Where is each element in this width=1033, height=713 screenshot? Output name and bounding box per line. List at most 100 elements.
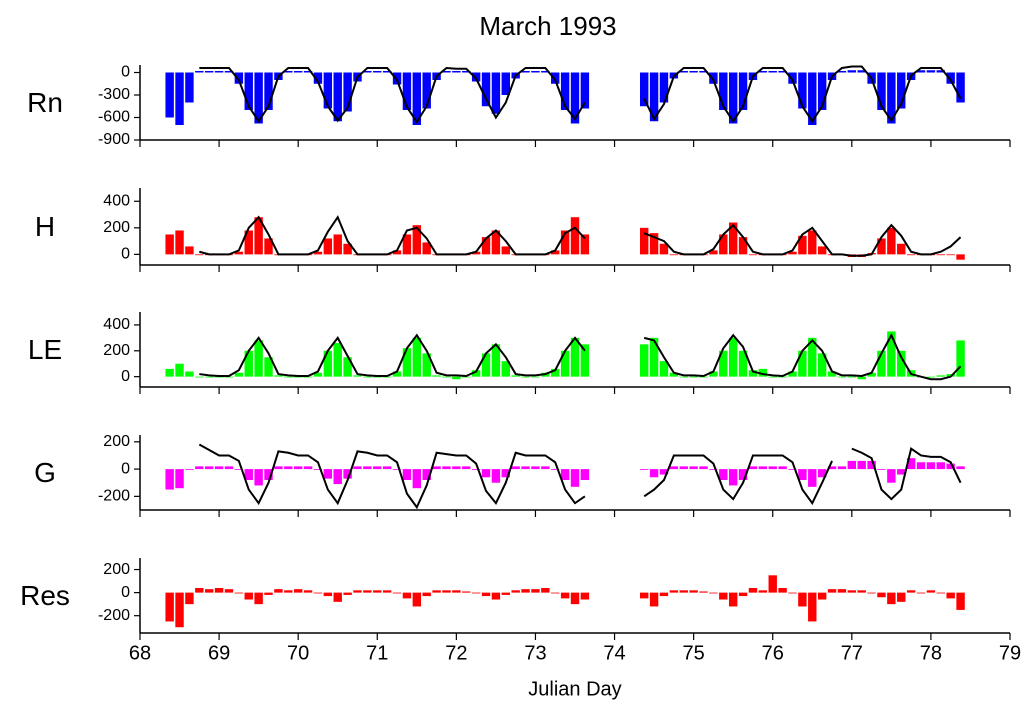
bar	[452, 590, 461, 593]
bar	[521, 589, 530, 593]
bar	[946, 254, 955, 256]
bar	[560, 469, 570, 480]
bar	[867, 372, 876, 377]
y-tick-label: 400	[103, 192, 130, 209]
bar	[323, 592, 333, 597]
bar	[353, 590, 362, 593]
bar	[442, 466, 451, 470]
bar	[758, 466, 768, 470]
bar	[679, 466, 688, 470]
bar	[412, 592, 422, 607]
bar	[511, 375, 520, 377]
bar	[560, 350, 570, 377]
bar	[738, 469, 748, 480]
y-tick-label: -900	[98, 131, 130, 148]
bar	[580, 592, 590, 600]
bar	[788, 592, 797, 594]
x-tick-label: 78	[920, 642, 942, 664]
bar	[748, 370, 758, 377]
bar	[560, 230, 570, 255]
bar	[452, 466, 461, 470]
line	[643, 223, 962, 257]
bar	[392, 592, 402, 594]
bar	[333, 469, 342, 485]
line	[199, 333, 586, 378]
bar	[748, 588, 758, 593]
bar	[847, 376, 857, 378]
bar	[728, 592, 738, 607]
bar	[738, 237, 748, 255]
bar	[471, 72, 481, 82]
bar	[293, 71, 303, 73]
bar	[560, 72, 570, 110]
bar	[689, 376, 698, 378]
bar	[224, 71, 234, 73]
bar	[343, 357, 352, 377]
bar	[837, 466, 847, 470]
bar	[214, 466, 224, 470]
bar	[165, 469, 174, 490]
bar	[205, 71, 214, 73]
bar	[323, 238, 333, 255]
y-tick-label: 0	[121, 368, 130, 385]
bar	[857, 460, 866, 470]
bar	[195, 254, 204, 256]
bar	[640, 592, 649, 599]
bar	[214, 71, 224, 73]
bar	[343, 469, 352, 479]
bar	[214, 376, 224, 378]
bar	[244, 72, 253, 110]
bar	[640, 227, 649, 255]
bar	[709, 469, 718, 470]
bar	[808, 592, 817, 622]
bar	[956, 72, 965, 103]
panel-label: LE	[28, 334, 62, 365]
line	[643, 65, 962, 124]
bar	[274, 375, 283, 377]
bar	[936, 70, 945, 73]
bar	[649, 233, 659, 255]
bar	[817, 592, 827, 600]
panel-label: H	[35, 211, 55, 242]
bar	[897, 72, 906, 109]
bar	[224, 589, 234, 593]
bar	[323, 72, 333, 109]
bar	[649, 469, 659, 478]
bar	[471, 592, 481, 594]
bar	[570, 469, 580, 487]
bar	[422, 72, 431, 109]
bar	[432, 590, 441, 593]
bar	[521, 71, 530, 73]
bar	[293, 466, 303, 470]
bar	[877, 238, 886, 255]
bar	[788, 371, 797, 377]
bar	[817, 246, 827, 255]
bar	[956, 254, 965, 260]
bar	[175, 72, 184, 125]
panel-label: Rn	[27, 87, 63, 118]
y-tick-label: 200	[103, 342, 130, 359]
bar	[699, 376, 708, 378]
bar	[412, 72, 422, 125]
bar	[382, 376, 392, 378]
bar	[827, 371, 837, 377]
bar	[551, 592, 560, 594]
bar	[353, 375, 362, 377]
bar	[303, 71, 313, 73]
bar	[659, 469, 669, 475]
bar	[214, 588, 224, 593]
bar	[560, 592, 570, 599]
bar	[936, 592, 945, 594]
bar	[827, 589, 837, 593]
y-tick-label: 0	[121, 460, 130, 477]
bar	[877, 469, 886, 470]
x-tick-label: 73	[524, 642, 546, 664]
bar	[392, 250, 402, 255]
bar	[551, 469, 560, 470]
bar	[956, 340, 965, 377]
bar	[887, 72, 896, 124]
bar	[185, 592, 194, 605]
bar	[165, 234, 174, 255]
bar	[185, 72, 194, 103]
bar	[491, 469, 501, 483]
